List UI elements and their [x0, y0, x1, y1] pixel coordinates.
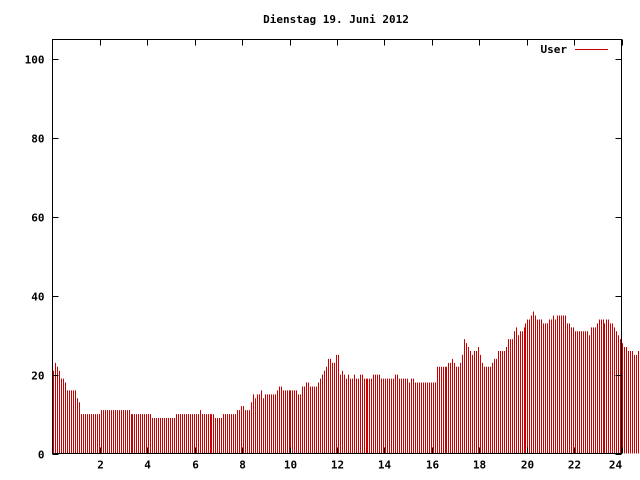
x-axis: 2 4 6 8 10 12 14 16 18 20 22 24: [97, 39, 623, 472]
plot-border: [52, 39, 622, 454]
x-tick-label: 4: [144, 459, 151, 472]
x-tick-label: 12: [331, 459, 344, 472]
x-tick-label: 10: [284, 459, 297, 472]
y-tick-label: 100: [25, 54, 45, 67]
x-tick-label: 22: [568, 459, 581, 472]
x-tick-label: 24: [609, 459, 623, 472]
y-tick-label: 40: [31, 291, 44, 304]
legend-label: User: [541, 43, 568, 56]
x-tick-label: 6: [192, 459, 199, 472]
x-tick-label: 16: [426, 459, 440, 472]
x-tick-label: 14: [378, 459, 392, 472]
y-tick-label: 80: [31, 133, 44, 146]
y-axis: 0 20 40 60 80 100: [25, 54, 622, 462]
legend: User: [541, 43, 608, 56]
x-tick-label: 18: [473, 459, 486, 472]
y-tick-label: 0: [38, 449, 45, 462]
bar-series: [53, 311, 639, 454]
y-tick-label: 60: [31, 212, 44, 225]
chart-title: Dienstag 19. Juni 2012: [263, 13, 409, 26]
y-tick-label: 20: [31, 370, 44, 383]
x-tick-label: 2: [97, 459, 104, 472]
x-tick-label: 8: [239, 459, 246, 472]
x-tick-label: 20: [521, 459, 534, 472]
